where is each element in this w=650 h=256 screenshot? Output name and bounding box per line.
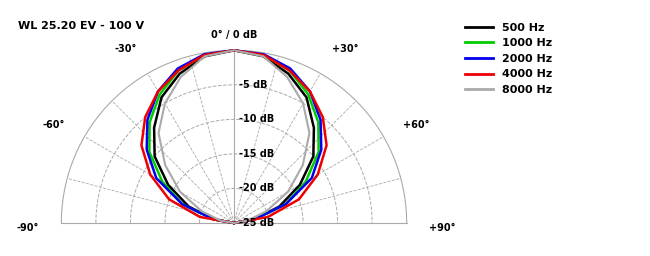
Text: +60°: +60°: [403, 120, 430, 130]
Text: +30°: +30°: [332, 44, 358, 54]
Text: -15 dB: -15 dB: [239, 149, 274, 159]
Text: -5 dB: -5 dB: [239, 80, 268, 90]
Text: -60°: -60°: [43, 120, 65, 130]
Text: WL 25.20 EV - 100 V: WL 25.20 EV - 100 V: [18, 21, 144, 31]
Text: -20 dB: -20 dB: [239, 184, 274, 194]
Text: 0° / 0 dB: 0° / 0 dB: [211, 30, 257, 40]
Text: +90°: +90°: [429, 223, 456, 233]
Text: -25 dB: -25 dB: [239, 218, 274, 228]
Legend: 500 Hz, 1000 Hz, 2000 Hz, 4000 Hz, 8000 Hz: 500 Hz, 1000 Hz, 2000 Hz, 4000 Hz, 8000 …: [461, 18, 556, 100]
Text: -30°: -30°: [114, 44, 136, 54]
Text: -90°: -90°: [16, 223, 39, 233]
Text: -10 dB: -10 dB: [239, 114, 274, 124]
